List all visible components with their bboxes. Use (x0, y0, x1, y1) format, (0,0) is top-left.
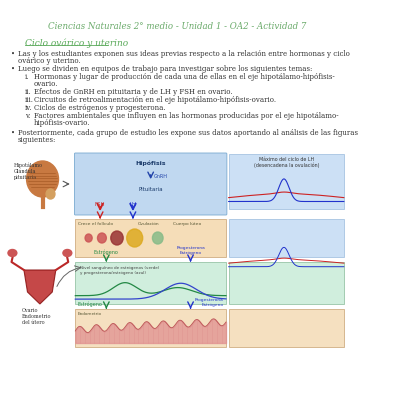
Text: •: • (11, 129, 15, 137)
Bar (229, 219, 344, 257)
Text: Progesterona
Estrógeno: Progesterona Estrógeno (176, 246, 205, 255)
Text: Endometrio: Endometrio (78, 312, 102, 316)
Text: FSH: FSH (95, 202, 106, 207)
Text: Estrógeno: Estrógeno (78, 302, 103, 307)
Text: Cuerpo lúteo: Cuerpo lúteo (173, 222, 201, 226)
Text: iii.: iii. (25, 96, 34, 104)
Text: Hormonas y lugar de producción de cada una de ellas en el eje hipotálamo-hipófis: Hormonas y lugar de producción de cada u… (34, 73, 334, 81)
Ellipse shape (8, 250, 17, 256)
Bar (229, 262, 344, 304)
Text: Hipotálamo
Glándula
pituitaria: Hipotálamo Glándula pituitaria (14, 162, 43, 180)
Text: Ciclos de estrógenos y progesterona.: Ciclos de estrógenos y progesterona. (34, 104, 165, 112)
Text: Estrógeno: Estrógeno (94, 250, 119, 255)
Text: v.: v. (25, 112, 30, 120)
Text: LH: LH (129, 202, 136, 207)
Text: GnRH: GnRH (154, 174, 168, 180)
Text: i.: i. (25, 73, 29, 81)
Text: siguientes:: siguientes: (18, 136, 56, 144)
Text: •: • (11, 65, 15, 73)
Text: iv.: iv. (25, 104, 32, 112)
Bar (75, 219, 226, 257)
Circle shape (98, 233, 106, 243)
Text: hipófisis-ovario.: hipófisis-ovario. (34, 119, 90, 127)
Text: Progesterona
Estrógeno: Progesterona Estrógeno (194, 298, 223, 307)
Bar (229, 309, 344, 347)
Text: Ovulación: Ovulación (137, 222, 159, 226)
Text: ii.: ii. (25, 88, 32, 96)
Circle shape (85, 234, 92, 242)
Text: Las y los estudiantes exponen sus ideas previas respecto a la relación entre hor: Las y los estudiantes exponen sus ideas … (18, 50, 350, 58)
Bar (75, 262, 226, 304)
Circle shape (152, 232, 163, 244)
Circle shape (111, 231, 123, 245)
Text: Hipófisis: Hipófisis (136, 161, 166, 166)
Text: Efectos de GnRH en pituitaria y de LH y FSH en ovario.: Efectos de GnRH en pituitaria y de LH y … (34, 88, 232, 96)
Text: Máximo del ciclo de LH
(desencadena la ovulación): Máximo del ciclo de LH (desencadena la o… (254, 157, 319, 168)
Text: Circuitos de retroalimentación en el eje hipotálamo-hipófisis-ovario.: Circuitos de retroalimentación en el eje… (34, 96, 276, 104)
Text: Crece el folículo: Crece el folículo (78, 222, 113, 226)
Polygon shape (24, 270, 56, 304)
Circle shape (127, 229, 143, 247)
Circle shape (26, 161, 58, 197)
Text: Factores ambientales que influyen en las hormonas producidas por el eje hipotála: Factores ambientales que influyen en las… (34, 112, 338, 120)
Ellipse shape (63, 250, 72, 256)
Text: Pituitaria: Pituitaria (138, 187, 163, 192)
Text: Ovario
Endometrio
del útero: Ovario Endometrio del útero (22, 308, 52, 325)
Text: Ciclo ovárico y uterino: Ciclo ovárico y uterino (25, 38, 128, 48)
Text: •: • (11, 50, 15, 58)
Text: Luego se dividen en equipos de trabajo para investigar sobre los siguientes tema: Luego se dividen en equipos de trabajo p… (18, 65, 312, 73)
Circle shape (46, 189, 55, 199)
Text: ovárico y uterino.: ovárico y uterino. (18, 57, 80, 65)
Bar (229, 154, 344, 209)
Bar (75, 309, 226, 347)
Text: Ciencias Naturales 2° medio - Unidad 1 - OA2 - Actividad 7: Ciencias Naturales 2° medio - Unidad 1 -… (48, 22, 306, 31)
Text: Nivel sanguíneo de estrógenos (verde)
y progesterona/estrógeno (azul): Nivel sanguíneo de estrógenos (verde) y … (80, 266, 159, 274)
Text: ovario.: ovario. (34, 80, 58, 88)
Text: Posteriormente, cada grupo de estudio les expone sus datos aportando al análisis: Posteriormente, cada grupo de estudio le… (18, 129, 358, 137)
FancyBboxPatch shape (74, 153, 227, 215)
